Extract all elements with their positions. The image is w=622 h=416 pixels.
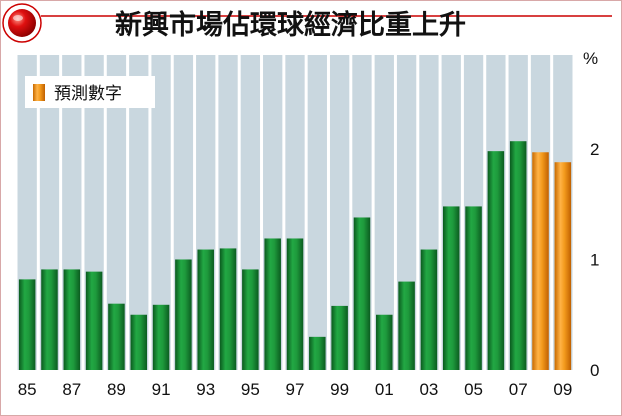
column-band [151,55,171,370]
x-tick-label: 05 [464,380,483,399]
x-tick-label: 97 [286,380,305,399]
bar-2000 [353,217,371,370]
y-unit-label: % [583,49,598,68]
ornament-highlight [13,15,23,21]
legend: 預測數字 [25,76,155,108]
x-tick-label: 09 [553,380,572,399]
bar-1999 [331,305,348,370]
x-axis-ticks: 85 87 89 91 93 95 97 99 01 03 05 07 09 [18,380,573,399]
bar-1990 [130,314,148,370]
column-band [329,55,350,370]
column-band [307,55,327,370]
bar-2004 [442,206,460,370]
column-band [374,55,394,370]
bar-1997 [286,238,304,370]
x-tick-label: 87 [62,380,81,399]
x-tick-label: 01 [375,380,394,399]
x-tick-label: 03 [419,380,438,399]
x-tick-label: 89 [107,380,126,399]
x-tick-label: 07 [509,380,528,399]
bar-forecast-2008 [532,152,549,370]
bar-1989 [108,303,125,370]
chart-title: 新興市場佔環球經濟比重上升 [115,9,466,41]
x-tick-label: 99 [330,380,349,399]
bar-1991 [152,304,170,370]
x-tick-label: 85 [18,380,37,399]
bar-forecast-2009 [554,162,572,370]
bar-1986 [41,269,58,370]
bar-2001 [376,314,393,370]
bar-2003 [420,249,438,370]
ornament-ball-icon [8,9,36,37]
bar-1993 [197,249,214,370]
bar-1992 [175,259,192,370]
bar-1985 [18,279,36,370]
bar-1988 [85,271,103,370]
y-tick-label: 0 [590,361,599,380]
bar-1998 [309,336,326,370]
x-tick-label: 95 [241,380,260,399]
bar-1994 [219,248,237,370]
bar-2002 [398,281,415,370]
x-tick-label: 91 [152,380,171,399]
legend-swatch-forecast [33,84,45,101]
bar-series [18,141,572,370]
y-tick-label: 2 [590,140,599,159]
y-tick-label: 1 [590,250,599,269]
bar-2006 [487,151,505,370]
bar-1995 [242,269,259,370]
column-band [129,55,149,370]
legend-box [25,76,155,108]
bar-2007 [509,141,527,370]
bar-1987 [63,269,81,370]
bar-2005 [465,206,482,370]
y-axis-ticks: 0 1 2 [590,140,599,380]
legend-label-forecast: 預測數字 [54,84,122,104]
header-ornament [2,3,612,43]
bar-1996 [264,238,281,370]
column-band [106,55,127,370]
x-tick-label: 93 [196,380,215,399]
